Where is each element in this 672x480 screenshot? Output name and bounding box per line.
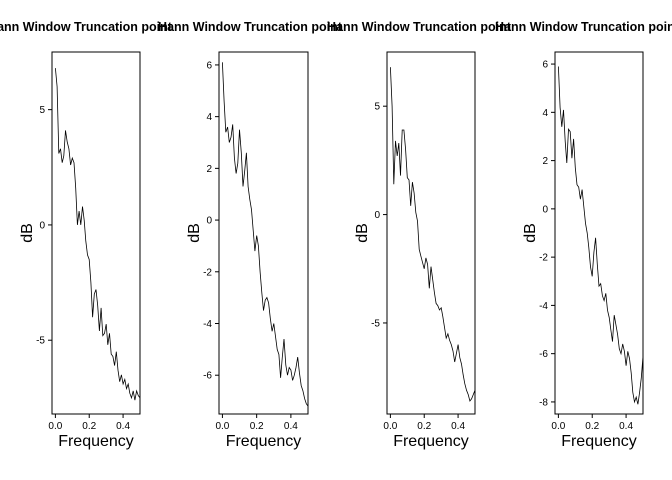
x-tick-label: 0.0 bbox=[215, 421, 229, 432]
y-tick-label: 6 bbox=[206, 60, 212, 71]
x-axis-label: Frequency bbox=[58, 433, 134, 450]
y-tick-label: -5 bbox=[371, 318, 380, 329]
x-tick-label: 0.2 bbox=[585, 421, 599, 432]
y-tick-label: 0 bbox=[542, 204, 548, 215]
x-axis-label: Frequency bbox=[226, 433, 302, 450]
plot-frame bbox=[51, 51, 141, 415]
y-tick-label: -4 bbox=[203, 319, 212, 330]
y-tick-label: 6 bbox=[542, 60, 548, 71]
y-tick-label: 5 bbox=[39, 105, 45, 116]
y-axis-label: dB bbox=[354, 223, 371, 243]
y-tick-label: 4 bbox=[206, 112, 212, 123]
x-tick-label: 0.4 bbox=[284, 421, 298, 432]
x-tick-label: 0.2 bbox=[250, 421, 264, 432]
chart-panel-1: Hann Window Truncation point -5 0 5 0.0 0.2 0.… bbox=[0, 20, 173, 450]
x-tick-label: 0.4 bbox=[619, 421, 633, 432]
y-tick-label: 0 bbox=[39, 220, 45, 231]
y-tick-label: -6 bbox=[203, 371, 212, 382]
chart-panel-3: Hann Window Truncation point -5 0 5 0.0 0.2 0.… bbox=[327, 20, 512, 450]
x-tick-label: 0.0 bbox=[383, 421, 397, 432]
spectrum-line bbox=[558, 66, 644, 405]
chart-panel-2: Hann Window Truncation point -6 -4 -2 0 2 4 6 0.… bbox=[158, 20, 343, 450]
x-tick-label: 0.2 bbox=[82, 421, 96, 432]
y-tick-label: -2 bbox=[539, 253, 548, 264]
chart-title: Hann Window Truncation point bbox=[327, 20, 512, 34]
chart-title: Hann Window Truncation point bbox=[158, 20, 343, 34]
y-tick-label: 2 bbox=[206, 164, 212, 175]
y-tick-label: 2 bbox=[542, 156, 548, 167]
x-tick-label: 0.0 bbox=[551, 421, 565, 432]
plot-frame bbox=[386, 51, 476, 415]
y-tick-label: -2 bbox=[203, 267, 212, 278]
y-axis-label: dB bbox=[186, 223, 203, 243]
x-axis-label: Frequency bbox=[561, 433, 637, 450]
x-tick-label: 0.2 bbox=[417, 421, 431, 432]
chart-panel-4: Hann Window Truncation point -8 -6 -4 -2 0 2 4 6… bbox=[495, 20, 672, 450]
chart-title: Hann Window Truncation point bbox=[0, 20, 173, 34]
y-axis-label: dB bbox=[19, 223, 36, 243]
y-tick-label: -5 bbox=[36, 336, 45, 347]
x-tick-label: 0.4 bbox=[451, 421, 465, 432]
y-tick-label: -4 bbox=[539, 301, 548, 312]
spectrum-line bbox=[222, 62, 309, 407]
x-tick-label: 0.4 bbox=[116, 421, 130, 432]
x-axis-label: Frequency bbox=[393, 433, 469, 450]
plot-frame bbox=[218, 51, 309, 415]
spectrum-line bbox=[55, 68, 141, 401]
y-tick-label: -6 bbox=[539, 349, 548, 360]
y-tick-label: 4 bbox=[542, 108, 548, 119]
x-tick-label: 0.0 bbox=[48, 421, 62, 432]
plot-frame bbox=[554, 51, 644, 415]
y-tick-label: -8 bbox=[539, 397, 548, 408]
y-tick-label: 5 bbox=[374, 102, 380, 113]
y-axis-label: dB bbox=[522, 223, 539, 243]
y-tick-label: 0 bbox=[374, 210, 380, 221]
chart-title: Hann Window Truncation point bbox=[495, 20, 672, 34]
y-tick-label: 0 bbox=[206, 216, 212, 227]
spectrum-line bbox=[390, 67, 476, 402]
